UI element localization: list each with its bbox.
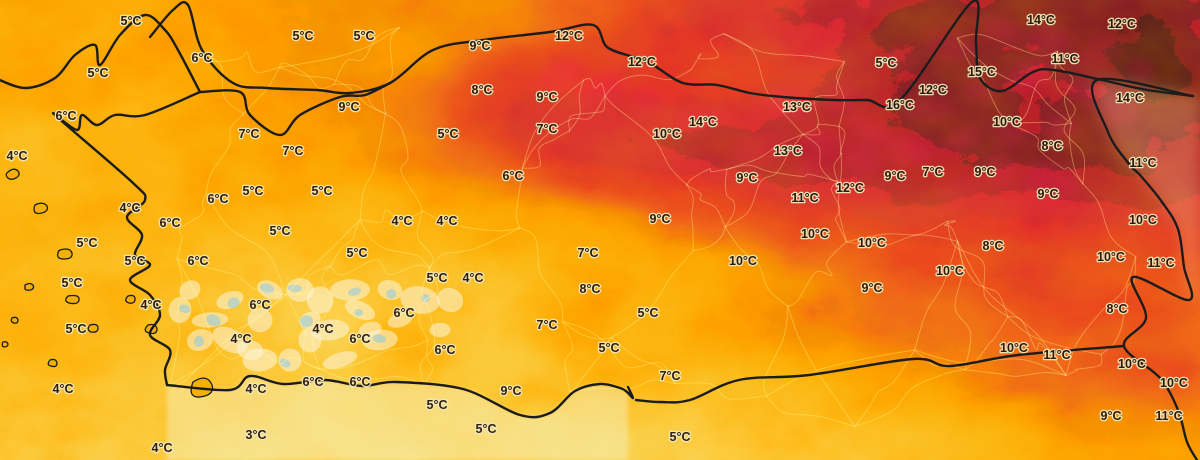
svg-text:9°C: 9°C <box>339 100 360 114</box>
svg-text:10°C: 10°C <box>1129 213 1157 227</box>
svg-text:8°C: 8°C <box>1107 302 1128 316</box>
svg-text:4°C: 4°C <box>313 322 334 336</box>
svg-text:10°C: 10°C <box>1000 341 1028 355</box>
svg-text:11°C: 11°C <box>1051 52 1078 66</box>
svg-text:6°C: 6°C <box>394 306 415 320</box>
svg-text:6°C: 6°C <box>160 216 181 230</box>
svg-text:6°C: 6°C <box>350 332 371 346</box>
svg-text:10°C: 10°C <box>801 227 829 241</box>
svg-text:6°C: 6°C <box>250 298 271 312</box>
svg-text:9°C: 9°C <box>737 171 758 185</box>
svg-text:7°C: 7°C <box>578 246 599 260</box>
svg-text:9°C: 9°C <box>885 169 906 183</box>
svg-text:9°C: 9°C <box>1038 187 1059 201</box>
svg-text:3°C: 3°C <box>246 428 267 442</box>
svg-text:6°C: 6°C <box>350 375 371 389</box>
svg-text:14°C: 14°C <box>1027 13 1055 27</box>
svg-text:6°C: 6°C <box>503 169 524 183</box>
svg-text:5°C: 5°C <box>77 236 98 250</box>
svg-text:6°C: 6°C <box>303 375 324 389</box>
svg-text:9°C: 9°C <box>1101 409 1122 423</box>
svg-text:15°C: 15°C <box>968 65 996 79</box>
svg-text:8°C: 8°C <box>472 83 493 97</box>
svg-text:9°C: 9°C <box>975 165 996 179</box>
svg-text:9°C: 9°C <box>650 212 671 226</box>
svg-text:13°C: 13°C <box>774 144 802 158</box>
svg-text:8°C: 8°C <box>580 282 601 296</box>
svg-text:7°C: 7°C <box>283 144 304 158</box>
svg-text:10°C: 10°C <box>1118 357 1146 371</box>
svg-text:4°C: 4°C <box>120 201 141 215</box>
svg-text:5°C: 5°C <box>62 276 83 290</box>
svg-text:4°C: 4°C <box>463 271 484 285</box>
svg-text:14°C: 14°C <box>1116 91 1144 105</box>
svg-text:9°C: 9°C <box>862 281 883 295</box>
svg-text:7°C: 7°C <box>537 318 558 332</box>
svg-text:6°C: 6°C <box>192 51 213 65</box>
svg-text:4°C: 4°C <box>392 214 413 228</box>
svg-text:11°C: 11°C <box>1147 256 1174 270</box>
svg-text:5°C: 5°C <box>347 246 368 260</box>
svg-text:4°C: 4°C <box>246 382 267 396</box>
svg-text:5°C: 5°C <box>427 398 448 412</box>
svg-text:4°C: 4°C <box>437 214 458 228</box>
svg-text:8°C: 8°C <box>1042 139 1063 153</box>
svg-text:5°C: 5°C <box>243 184 264 198</box>
svg-text:4°C: 4°C <box>53 382 74 396</box>
svg-text:10°C: 10°C <box>936 264 964 278</box>
svg-text:4°C: 4°C <box>141 298 162 312</box>
svg-text:4°C: 4°C <box>7 149 28 163</box>
svg-text:6°C: 6°C <box>435 343 456 357</box>
svg-text:6°C: 6°C <box>56 109 77 123</box>
svg-text:11°C: 11°C <box>1129 156 1156 170</box>
svg-text:10°C: 10°C <box>1097 250 1125 264</box>
svg-text:4°C: 4°C <box>231 332 252 346</box>
svg-text:5°C: 5°C <box>125 254 146 268</box>
svg-text:5°C: 5°C <box>270 224 291 238</box>
svg-text:13°C: 13°C <box>783 100 811 114</box>
svg-text:12°C: 12°C <box>555 29 583 43</box>
svg-text:6°C: 6°C <box>188 254 209 268</box>
svg-text:12°C: 12°C <box>836 181 864 195</box>
svg-text:12°C: 12°C <box>1108 17 1136 31</box>
svg-text:5°C: 5°C <box>88 66 109 80</box>
svg-text:7°C: 7°C <box>923 165 944 179</box>
svg-text:10°C: 10°C <box>858 236 886 250</box>
svg-text:6°C: 6°C <box>208 192 229 206</box>
svg-text:7°C: 7°C <box>537 122 558 136</box>
svg-text:12°C: 12°C <box>628 55 656 69</box>
svg-text:5°C: 5°C <box>476 422 497 436</box>
svg-text:5°C: 5°C <box>670 430 691 444</box>
svg-text:10°C: 10°C <box>653 127 681 141</box>
svg-text:10°C: 10°C <box>729 254 757 268</box>
svg-text:4°C: 4°C <box>152 441 173 455</box>
svg-text:14°C: 14°C <box>689 115 717 129</box>
svg-text:5°C: 5°C <box>312 184 333 198</box>
svg-text:5°C: 5°C <box>638 306 659 320</box>
svg-text:5°C: 5°C <box>293 29 314 43</box>
svg-text:12°C: 12°C <box>919 83 947 97</box>
svg-text:16°C: 16°C <box>886 98 914 112</box>
svg-text:5°C: 5°C <box>66 322 87 336</box>
svg-text:7°C: 7°C <box>239 127 260 141</box>
svg-text:10°C: 10°C <box>993 115 1021 129</box>
svg-text:11°C: 11°C <box>1155 409 1182 423</box>
svg-text:5°C: 5°C <box>121 14 142 28</box>
svg-text:7°C: 7°C <box>660 369 681 383</box>
svg-text:11°C: 11°C <box>1043 348 1070 362</box>
svg-text:5°C: 5°C <box>876 56 897 70</box>
svg-text:9°C: 9°C <box>537 90 558 104</box>
svg-text:9°C: 9°C <box>470 39 491 53</box>
svg-text:9°C: 9°C <box>501 384 522 398</box>
svg-text:11°C: 11°C <box>791 191 818 205</box>
svg-text:10°C: 10°C <box>1160 376 1188 390</box>
svg-text:5°C: 5°C <box>427 271 448 285</box>
svg-text:5°C: 5°C <box>354 29 375 43</box>
svg-text:5°C: 5°C <box>438 127 459 141</box>
svg-text:8°C: 8°C <box>983 239 1004 253</box>
svg-text:5°C: 5°C <box>599 341 620 355</box>
